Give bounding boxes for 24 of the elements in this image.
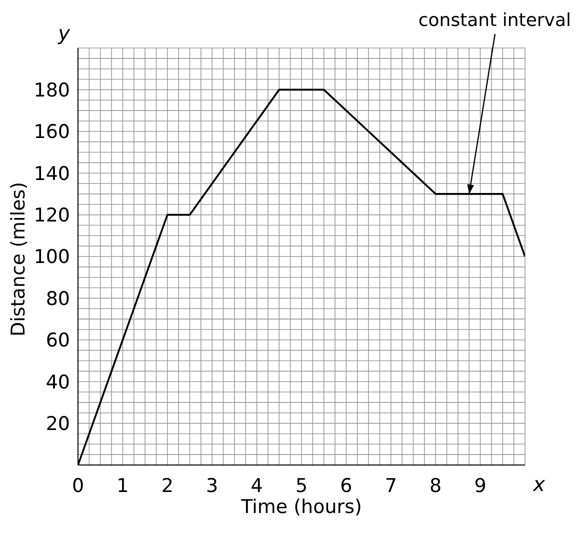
x-tick-label: 3: [206, 475, 218, 497]
y-tick-label: 20: [46, 413, 70, 436]
x-tick-label: 7: [384, 475, 397, 497]
y-tick-label: 80: [46, 288, 70, 310]
x-tick-label: 0: [72, 475, 84, 497]
annotation: constant interval: [418, 10, 571, 31]
x-axis-title: Time (hours): [240, 496, 362, 518]
text: x: [532, 472, 546, 496]
y-tick-label: 140: [34, 162, 70, 185]
x-tick-label: 4: [250, 475, 263, 497]
x-tick-label: 1: [116, 475, 129, 497]
y-tick-label: 60: [46, 330, 70, 352]
x-tick-label: 2: [161, 475, 174, 497]
x-tick-label: 6: [340, 475, 352, 497]
x-tick-label: 8: [430, 475, 442, 497]
y-tick-label: 120: [34, 204, 70, 227]
x-tick-label: 5: [295, 475, 308, 497]
x-tick-label: 9: [474, 475, 486, 497]
y-tick-label: 180: [34, 79, 70, 102]
y-tick-label: 100: [34, 246, 70, 268]
y-axis-title: Distance (miles): [8, 182, 30, 336]
y-tick-label: 160: [34, 121, 70, 144]
text: y: [57, 21, 72, 45]
y-tick-label: 40: [46, 371, 70, 394]
